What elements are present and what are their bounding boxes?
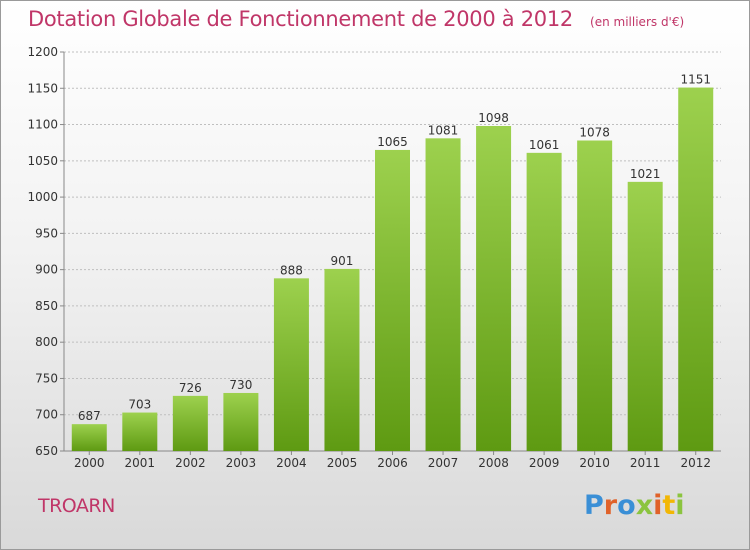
chart-title: Dotation Globale de Fonctionnement de 20… [28, 7, 573, 31]
bar-2008 [476, 125, 512, 451]
y-tick-label: 650 [35, 444, 58, 458]
x-tick-label: 2005 [327, 456, 358, 470]
y-tick-label: 900 [35, 263, 58, 277]
data-label: 1065 [377, 135, 408, 149]
x-tick-label: 2009 [529, 456, 560, 470]
bar-2012 [678, 87, 714, 451]
data-label: 901 [331, 254, 354, 268]
proxiti-logo[interactable]: Proxiti [584, 490, 685, 521]
chart-unit: (en milliers d'€) [590, 15, 685, 29]
y-tick-label: 1000 [27, 190, 58, 204]
data-label: 1061 [529, 138, 560, 152]
labels: 687 2000 703 2001 726 2002 730 2003 888 2004 901 20… [74, 73, 711, 470]
logo-letter: P [584, 490, 604, 521]
bar-2000 [71, 424, 107, 451]
data-label: 1151 [680, 73, 711, 87]
data-label: 1078 [579, 126, 610, 140]
x-tick-label: 2012 [680, 456, 711, 470]
logo-letter: r [603, 490, 618, 521]
y-tick-label: 700 [35, 408, 58, 422]
bar-2001 [122, 412, 158, 451]
bar-2006 [375, 149, 410, 451]
y-tick-label: 950 [35, 226, 58, 240]
x-tick-label: 2011 [630, 456, 661, 470]
bar-2009 [526, 152, 562, 451]
axes: 650 700 750 800 850 900 950 1000 1050 1100 1150 120… [27, 45, 721, 458]
bar-2011 [627, 181, 663, 451]
data-label: 888 [280, 263, 303, 277]
x-tick-label: 2003 [226, 456, 257, 470]
title-row: Dotation Globale de Fonctionnement de 20… [28, 7, 684, 31]
logo-letter: t [662, 490, 676, 521]
y-tick-label: 800 [35, 335, 58, 349]
commune-name: TROARN [38, 495, 115, 517]
data-label: 703 [128, 398, 151, 412]
y-tick-label: 1200 [27, 45, 58, 59]
x-tick-label: 2000 [74, 456, 105, 470]
bar-2003 [223, 392, 259, 451]
data-label: 1081 [428, 123, 459, 137]
x-tick-label: 2008 [478, 456, 509, 470]
y-tick-label: 1150 [27, 81, 58, 95]
logo-letter: i [675, 490, 685, 521]
bar-2007 [425, 138, 461, 451]
data-label: 726 [179, 381, 202, 395]
bar-2002 [172, 395, 208, 451]
data-label: 730 [229, 378, 252, 392]
logo-letter: x [635, 490, 654, 521]
x-tick-label: 2002 [175, 456, 206, 470]
y-tick-label: 1100 [27, 118, 58, 132]
bars [71, 87, 714, 452]
x-tick-label: 2001 [125, 456, 156, 470]
x-tick-label: 2006 [377, 456, 408, 470]
data-label: 1021 [630, 167, 661, 181]
x-tick-label: 2007 [428, 456, 459, 470]
y-tick-label: 750 [35, 371, 58, 385]
bar-2005 [324, 268, 360, 451]
bar-2004 [273, 278, 309, 451]
y-tick-label: 850 [35, 299, 58, 313]
x-tick-label: 2004 [276, 456, 307, 470]
bar-2010 [577, 140, 613, 452]
x-tick-label: 2010 [579, 456, 610, 470]
logo-letter: i [653, 490, 663, 521]
data-label: 687 [78, 409, 101, 423]
logo-letter: o [617, 490, 636, 521]
data-label: 1098 [478, 111, 509, 125]
y-tick-label: 1050 [27, 154, 58, 168]
